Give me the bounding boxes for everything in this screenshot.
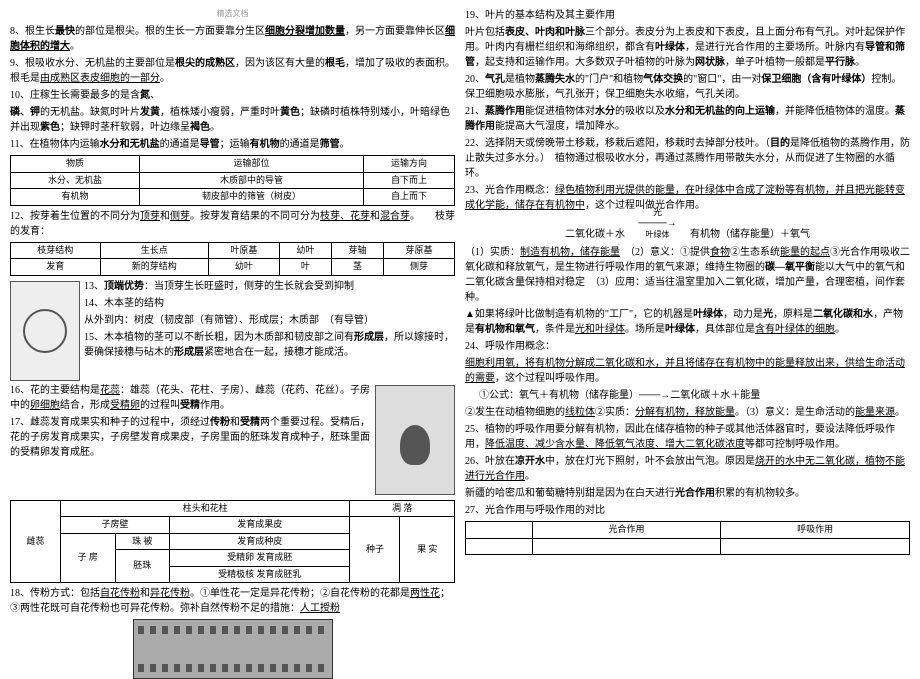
table-row: 子房壁 发育成果皮 种子 果 实: [11, 517, 455, 534]
para-12: 12、按芽着生位置的不同分为顶芽和侧芽。按芽发育结果的不同可分为枝芽、花芽和混合…: [10, 209, 455, 239]
para-19: 19、叶片的基本结构及其主要作用: [465, 8, 910, 23]
para-11: 11、在植物体内运输水分和无机盐的通道是导管；运输有机物的通道是筛管。: [10, 137, 455, 152]
para-26: 26、叶放在凉开水中，放在灯光下照射，叶不会放出气泡。原因是烧开的水中无二氧化碳…: [465, 454, 910, 484]
table-fruit: 雌蕊 柱头和花柱 凋 落 子房壁 发育成果皮 种子 果 实 子 房 珠 被 发育…: [10, 500, 455, 584]
table-row: 光合作用 呼吸作用: [466, 522, 910, 539]
para-24: 24、呼吸作用概念：: [465, 339, 910, 354]
left-column: 精选文档 8、根生长最快的部位是根尖。根的生长一方面要靠分生区细胞分裂增加数量，…: [10, 8, 455, 642]
para-23: 23、光合作用概念：绿色植物利用光提供的能量，在叶绿体中合成了淀粉等有机物，并且…: [465, 183, 910, 213]
table-row: 发育 新的芽结构 幼叶 叶 茎 侧芽: [11, 259, 455, 276]
page-header-note: 精选文档: [10, 8, 455, 20]
formula-right: 有机物（储存能量）＋氧气: [690, 229, 810, 240]
stem-cross-section-image: [10, 281, 80, 381]
table-transport: 物质 运输部位 运输方向 水分、无机盐 木质部中的导管 自下而上 有机物 韧皮部…: [10, 155, 455, 206]
para-9: 9、根吸收水分、无机盐的主要部位是根尖的成熟区，因为该区有大量的根毛，增加了吸收…: [10, 56, 455, 86]
flower-structure-image: [375, 385, 455, 495]
table-row: 水分、无机盐 木质部中的导管 自下而上: [11, 172, 455, 189]
para-19a: 叶片包括表皮、叶肉和叶脉三个部分。表皮分为上表皮和下表皮，且上面分布有气孔。对叶…: [465, 25, 910, 70]
para-25: 25、植物的呼吸作用要分解有机物，因此在储存植物的种子或其他活体器官时，要设法降…: [465, 422, 910, 452]
table-bud: 枝芽结构 生长点 叶原基 幼叶 芽轴 芽原基 发育 新的芽结构 幼叶 叶 茎 侧…: [10, 242, 455, 276]
para-24b: ①公式：氧气＋有机物（储存能量）───→二氧化碳＋水＋能量: [465, 388, 910, 403]
para-10b: 磷、钾的无机盐。缺氮时叶片发黄，植株矮小瘦弱，严重时叶黄色；缺磷时植株特别矮小，…: [10, 105, 455, 135]
photosynthesis-formula: 二氧化碳＋水 光 ────→ 叶绿体 有机物（储存能量）＋氧气: [465, 216, 910, 242]
table-row: [466, 538, 910, 555]
table-compare: 光合作用 呼吸作用: [465, 521, 910, 555]
formula-left: 二氧化碳＋水: [565, 229, 625, 240]
stem-block: 13、顶端优势：当顶芽生长旺盛时，侧芽的生长就会受到抑制 14、木本茎的结构 从…: [10, 279, 455, 383]
th: 物质: [11, 156, 140, 173]
leaf-cross-section-image: [133, 619, 333, 679]
formula-arrow: 光 ────→ 叶绿体: [628, 216, 688, 241]
para-18: 18、传粉方式：包括自花传粉和异花传粉。①单性花一定是异花传粉；②自花传粉的花都…: [10, 586, 455, 616]
para-24c: ②发生在动植物细胞的线粒体②实质：分解有机物，释放能量。（3）意义：是生命活动的…: [465, 405, 910, 420]
th: 运输部位: [139, 156, 363, 173]
table-row: 有机物 韧皮部中的筛管（树皮） 自上而下: [11, 189, 455, 206]
th-pistil: 雌蕊: [11, 500, 61, 583]
th: 运输方向: [364, 156, 455, 173]
para-22: 22、选择阴天或傍晚带土移栽，移栽后遮阳，移栽时去掉部分枝叶。（目的是降低植物的…: [465, 136, 910, 181]
para-20: 20、气孔是植物蒸腾失水的"门户"和植物气体交换的"窗口"，由一对保卫细胞（含有…: [465, 72, 910, 102]
para-8: 8、根生长最快的部位是根尖。根的生长一方面要靠分生区细胞分裂增加数量，另一方面要…: [10, 24, 455, 54]
table-row: 物质 运输部位 运输方向: [11, 156, 455, 173]
para-27: 27、光合作用与呼吸作用的对比: [465, 503, 910, 518]
para-26a: 新疆的哈密瓜和葡萄糖特别甜是因为在白天进行光合作用积累的有机物较多。: [465, 486, 910, 501]
para-10: 10、庄稼生长需要最多的是含氮、: [10, 88, 455, 103]
para-23b: ▲如果将绿叶比做制造有机物的"工厂"，它的机器是叶绿体，动力是光，原料是二氧化碳…: [465, 307, 910, 337]
table-row: 枝芽结构 生长点 叶原基 幼叶 芽轴 芽原基: [11, 242, 455, 259]
para-24a: 细胞利用氧，将有机物分解成二氧化碳和水，并且将储存在有机物中的能量释放出来，供给…: [465, 356, 910, 386]
para-21: 21、蒸腾作用能促进植物体对水分的吸收以及水分和无机盐的向上运输，并能降低植物体…: [465, 104, 910, 134]
table-row: 雌蕊 柱头和花柱 凋 落: [11, 500, 455, 517]
para-23a: （1）实质：制造有机物，储存能量 （2）意义：①提供食物②生态系统能量的起点③光…: [465, 245, 910, 305]
flower-block: 16、花的主要结构是花蕊：雄蕊（花头、花柱、子房）、雌蕊（花药、花丝）。子房中的…: [10, 383, 455, 497]
right-column: 19、叶片的基本结构及其主要作用 叶片包括表皮、叶肉和叶脉三个部分。表皮分为上表…: [465, 8, 910, 642]
